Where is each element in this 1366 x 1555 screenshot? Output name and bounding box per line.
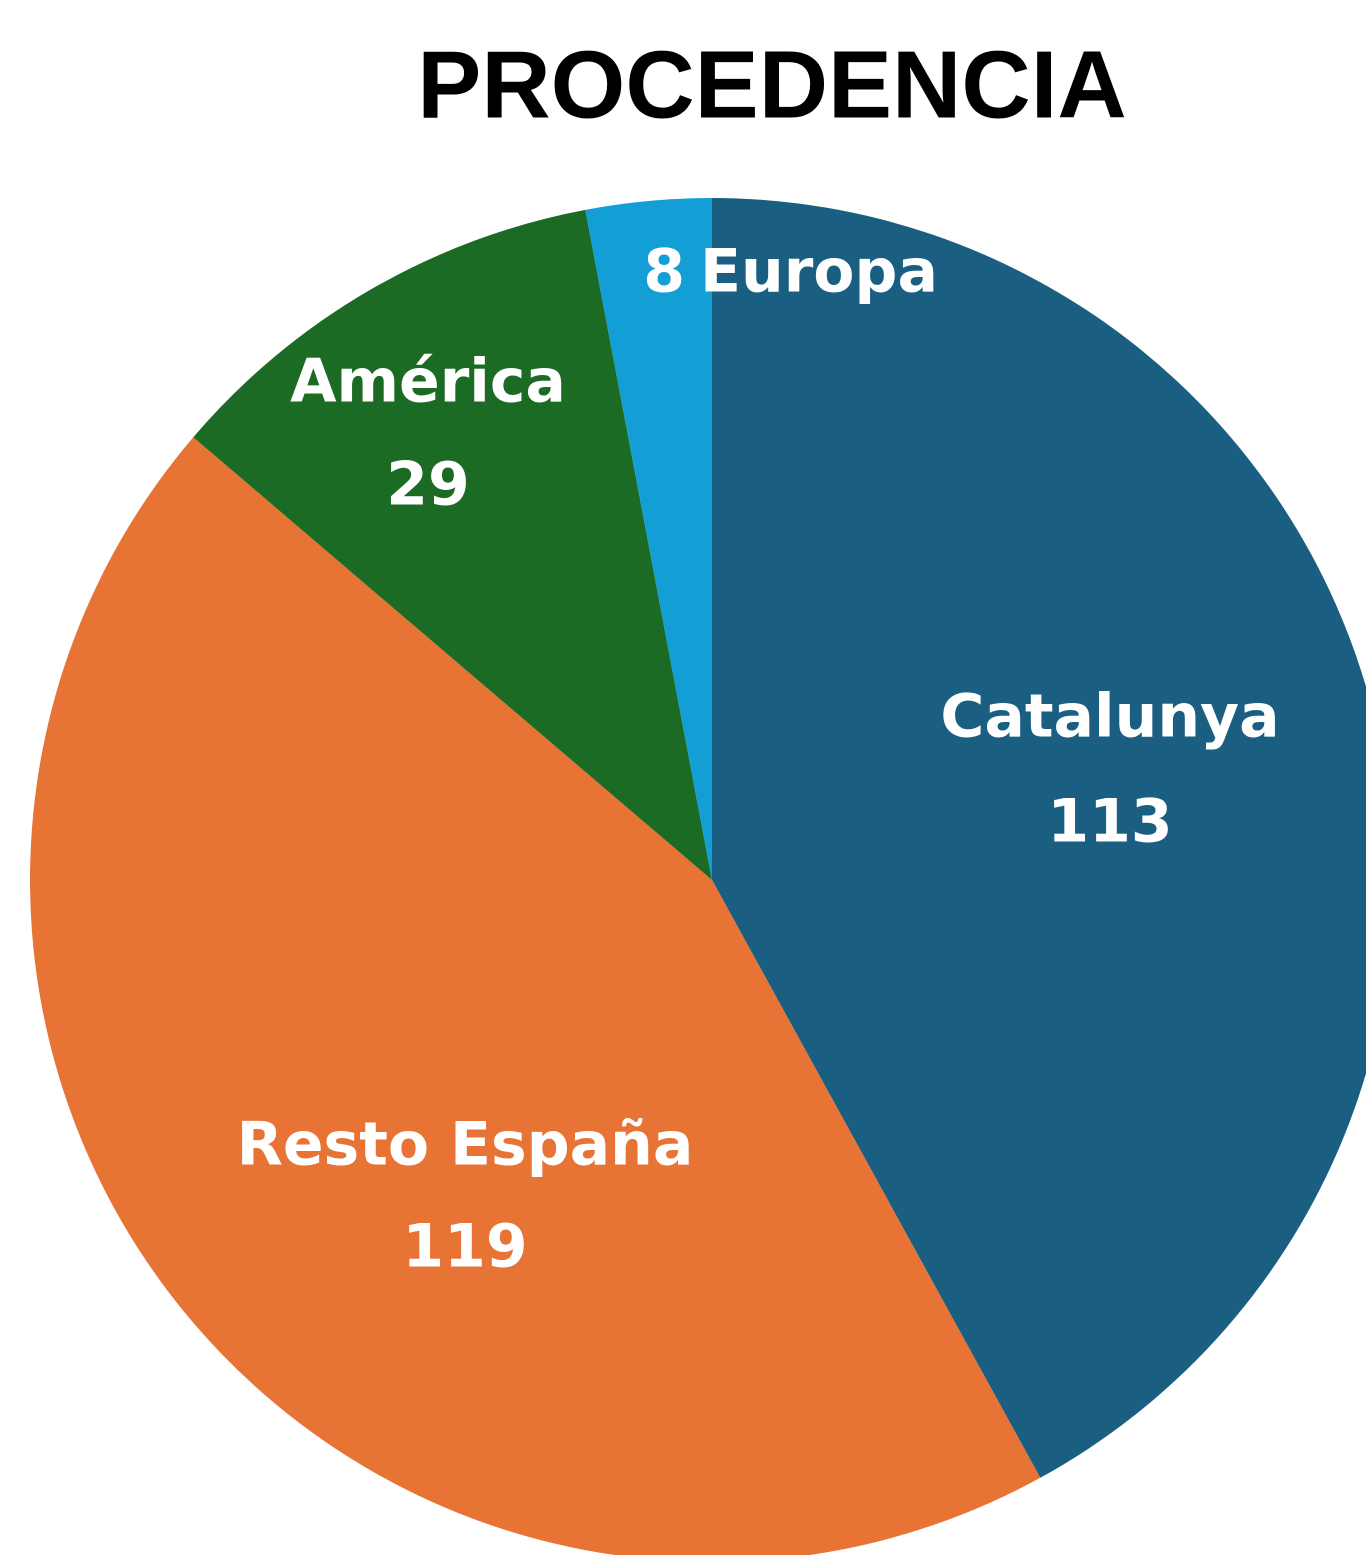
value-label: 119	[402, 1212, 527, 1282]
value-label: 113	[1047, 787, 1172, 857]
slice-label: Europa	[700, 237, 938, 307]
value-label: 29	[386, 450, 470, 520]
pie-slice	[30, 437, 1041, 1555]
pie-slice	[712, 198, 1366, 1478]
pie-slice	[193, 209, 713, 880]
slice-label: Catalunya	[940, 682, 1279, 752]
chart-title: PROCEDENCIA	[417, 31, 1126, 138]
pie-slice	[585, 198, 712, 880]
slice-label: Resto España	[237, 1110, 694, 1180]
slice-label: América	[290, 347, 566, 417]
value-label: 8	[643, 237, 685, 307]
